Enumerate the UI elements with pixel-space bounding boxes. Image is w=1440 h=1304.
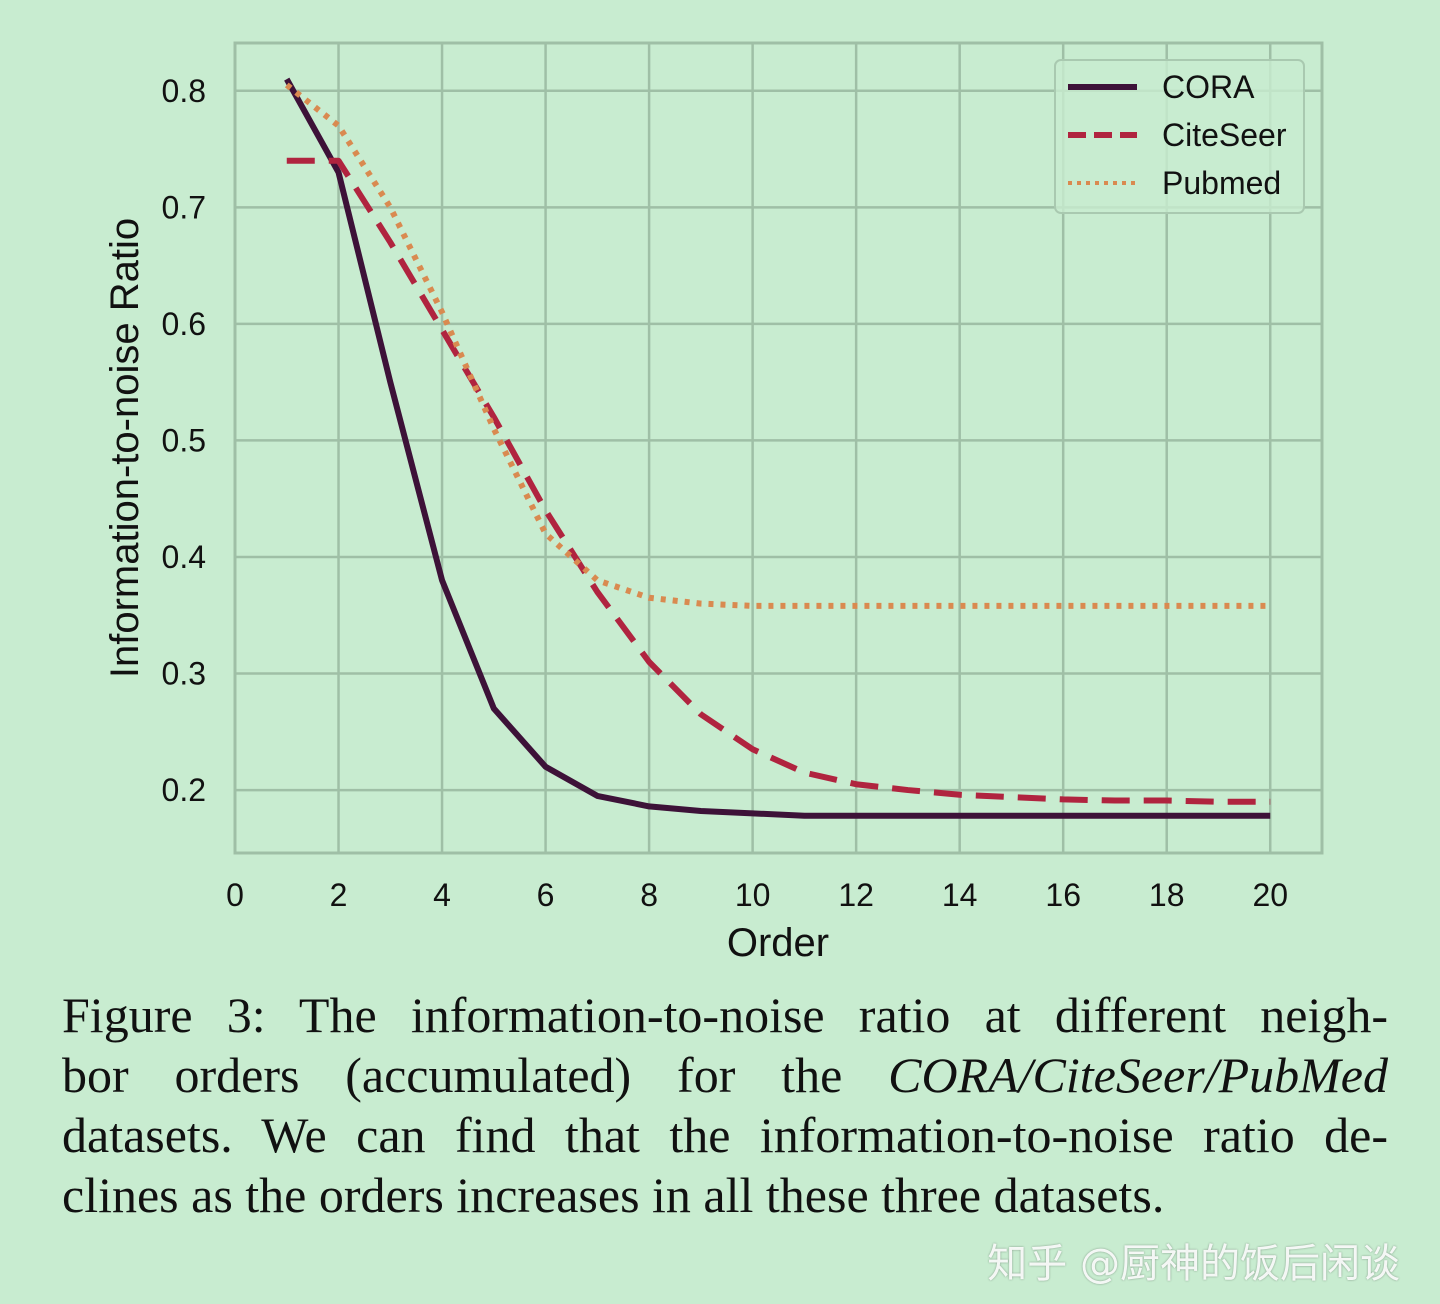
y-tick-label: 0.2 [162,772,206,808]
x-tick-label: 12 [838,877,874,913]
caption-line: Figure 3: The information-to-noise ratio… [62,987,1388,1043]
x-axis-label: Order [727,921,829,965]
y-tick-label: 0.4 [162,539,206,575]
x-tick-label: 2 [330,877,348,913]
legend-label: Pubmed [1162,165,1281,201]
x-tick-label: 16 [1045,877,1081,913]
y-tick-label: 0.6 [162,306,206,342]
x-tick-label: 8 [640,877,658,913]
series-line-cora [284,77,1271,819]
caption-line: bor orders (accumulated) for the CORA/Ci… [62,1047,1388,1103]
x-tick-label: 18 [1149,877,1185,913]
plot-frame [233,41,1324,855]
caption-line: datasets. We can find that the informati… [62,1107,1388,1163]
x-tick-label: 14 [942,877,978,913]
legend-label: CiteSeer [1162,117,1287,153]
y-tick-label: 0.8 [162,73,206,109]
series-line-pubmed [284,82,1271,609]
series-lines [284,77,1271,819]
line-chart: 0 2 4 6 8 10 12 14 16 18 20 0.20.30.40.50.60.70.8 … [103,41,1324,965]
x-tick-label: 4 [433,877,451,913]
legend: CORA CiteSeer Pubmed [1054,59,1305,214]
figure-caption: Figure 3: The information-to-noise ratio… [62,985,1388,1225]
watermark: 知乎 @厨神的饭后闲谈 [987,1241,1400,1287]
caption-line: clines as the orders increases in all th… [62,1167,1165,1223]
x-tick-labels: 0 2 4 6 8 10 12 14 16 18 20 [226,877,1288,913]
y-tick-label: 0.7 [162,189,206,225]
series-line-citeseer [286,157,1271,805]
x-tick-label: 10 [735,877,771,913]
y-axis-label: Information-to-noise Ratio [103,218,147,678]
legend-label: CORA [1162,69,1255,105]
y-tick-label: 0.5 [162,422,206,458]
x-tick-label: 20 [1252,877,1288,913]
x-tick-label: 0 [226,877,244,913]
x-tick-label: 6 [537,877,555,913]
dataset-names: CORA/CiteSeer/PubMed [888,1047,1388,1103]
y-tick-label: 0.3 [162,656,206,692]
y-tick-labels: 0.2 0.3 0.4 0.5 0.6 0.7 0.8 [162,73,206,808]
